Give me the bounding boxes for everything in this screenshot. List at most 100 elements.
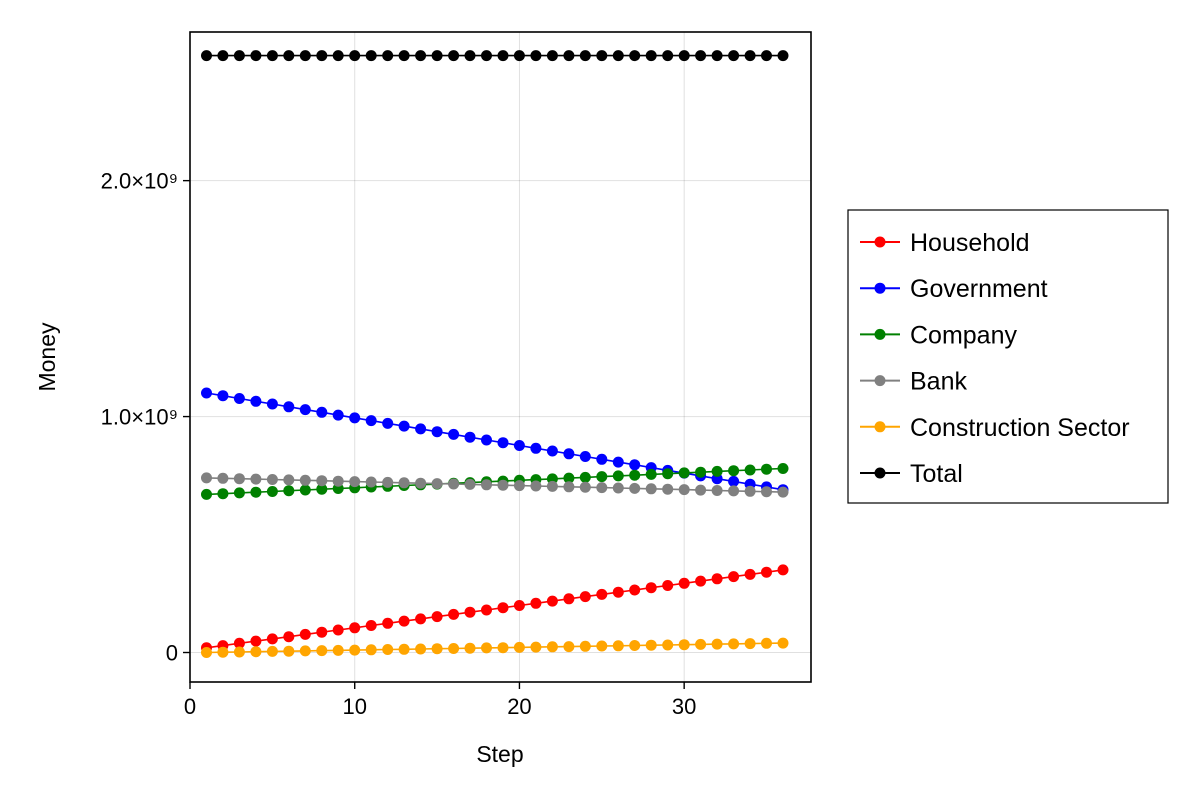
data-point bbox=[629, 640, 641, 651]
data-point bbox=[629, 50, 641, 62]
data-point bbox=[579, 591, 591, 603]
data-point bbox=[431, 611, 443, 623]
data-point bbox=[497, 602, 509, 614]
data-point bbox=[448, 478, 460, 490]
data-point bbox=[415, 477, 427, 489]
data-point bbox=[596, 482, 608, 494]
data-point bbox=[546, 50, 558, 62]
data-point bbox=[612, 456, 624, 468]
data-point bbox=[398, 477, 410, 489]
x-axis-title: Step bbox=[476, 741, 523, 767]
series-government bbox=[201, 387, 789, 496]
data-point bbox=[217, 390, 229, 402]
data-point bbox=[662, 50, 674, 62]
data-point bbox=[382, 644, 394, 655]
data-point bbox=[711, 638, 723, 650]
data-point bbox=[365, 476, 377, 488]
legend-item-household: Household bbox=[860, 229, 1030, 257]
data-point bbox=[513, 600, 525, 611]
data-point bbox=[777, 637, 789, 649]
data-point bbox=[283, 474, 295, 486]
data-point bbox=[431, 478, 443, 490]
data-point bbox=[563, 472, 575, 484]
data-point bbox=[382, 617, 394, 629]
data-point bbox=[398, 420, 410, 432]
data-point bbox=[233, 473, 245, 485]
data-point bbox=[398, 643, 410, 655]
data-point bbox=[481, 604, 492, 616]
data-point bbox=[662, 483, 674, 495]
data-point bbox=[217, 488, 229, 500]
data-point bbox=[629, 584, 641, 596]
data-point bbox=[250, 646, 262, 658]
data-point bbox=[431, 50, 443, 62]
data-point bbox=[365, 50, 377, 62]
data-point bbox=[645, 468, 657, 480]
data-point bbox=[464, 478, 476, 490]
legend-item-company: Company bbox=[860, 321, 1017, 349]
data-point bbox=[530, 442, 542, 454]
data-point bbox=[332, 644, 344, 656]
data-point bbox=[299, 484, 311, 496]
data-point bbox=[579, 640, 591, 652]
data-point bbox=[744, 568, 756, 580]
legend-marker bbox=[874, 282, 886, 294]
data-point bbox=[201, 472, 212, 484]
data-point bbox=[316, 475, 328, 487]
data-point bbox=[464, 431, 476, 443]
data-point bbox=[596, 471, 608, 483]
data-point bbox=[761, 566, 772, 578]
data-point bbox=[464, 606, 476, 618]
legend-label: Company bbox=[910, 321, 1017, 349]
data-point bbox=[678, 484, 690, 496]
data-point bbox=[299, 628, 311, 640]
data-point bbox=[283, 485, 295, 497]
legend-marker bbox=[874, 328, 886, 340]
x-tick-label: 20 bbox=[507, 694, 531, 719]
data-point bbox=[546, 445, 558, 457]
data-point bbox=[431, 426, 443, 438]
data-point bbox=[415, 50, 427, 62]
data-point bbox=[431, 643, 443, 655]
data-point bbox=[332, 624, 344, 636]
data-point bbox=[415, 613, 427, 625]
data-point bbox=[217, 646, 229, 658]
data-point bbox=[201, 488, 212, 500]
data-point bbox=[398, 50, 410, 62]
series-total bbox=[201, 50, 789, 62]
data-point bbox=[662, 639, 674, 651]
data-point bbox=[530, 480, 542, 492]
data-point bbox=[497, 437, 509, 449]
data-point bbox=[695, 466, 707, 478]
data-point bbox=[513, 440, 525, 451]
data-point bbox=[678, 639, 690, 651]
data-point bbox=[349, 476, 361, 488]
legend-marker bbox=[874, 236, 886, 248]
data-point bbox=[316, 645, 328, 657]
data-point bbox=[744, 638, 756, 650]
data-point bbox=[233, 393, 245, 404]
data-point bbox=[662, 468, 674, 480]
data-point bbox=[563, 50, 575, 62]
legend-marker bbox=[874, 375, 886, 387]
data-point bbox=[481, 479, 492, 491]
data-point bbox=[201, 50, 212, 62]
legend-label: Bank bbox=[910, 368, 967, 396]
data-point bbox=[349, 50, 361, 62]
data-point bbox=[332, 50, 344, 62]
data-point bbox=[283, 50, 295, 62]
legend: Household Government Company Bank Constructi… bbox=[847, 209, 1169, 504]
data-point bbox=[382, 417, 394, 429]
data-point bbox=[711, 50, 723, 62]
data-point bbox=[579, 471, 591, 483]
data-point bbox=[761, 637, 772, 649]
data-point bbox=[761, 463, 772, 475]
data-point bbox=[217, 50, 229, 62]
axes-ticks: 0 10 20 30 0 1.0×10⁹ 2.0×10⁹ bbox=[101, 169, 697, 719]
data-point bbox=[316, 483, 328, 495]
data-point bbox=[777, 564, 789, 576]
data-point bbox=[678, 50, 690, 62]
data-point bbox=[612, 50, 624, 62]
y-tick-label: 2.0×10⁹ bbox=[101, 169, 178, 194]
data-point bbox=[217, 472, 229, 484]
